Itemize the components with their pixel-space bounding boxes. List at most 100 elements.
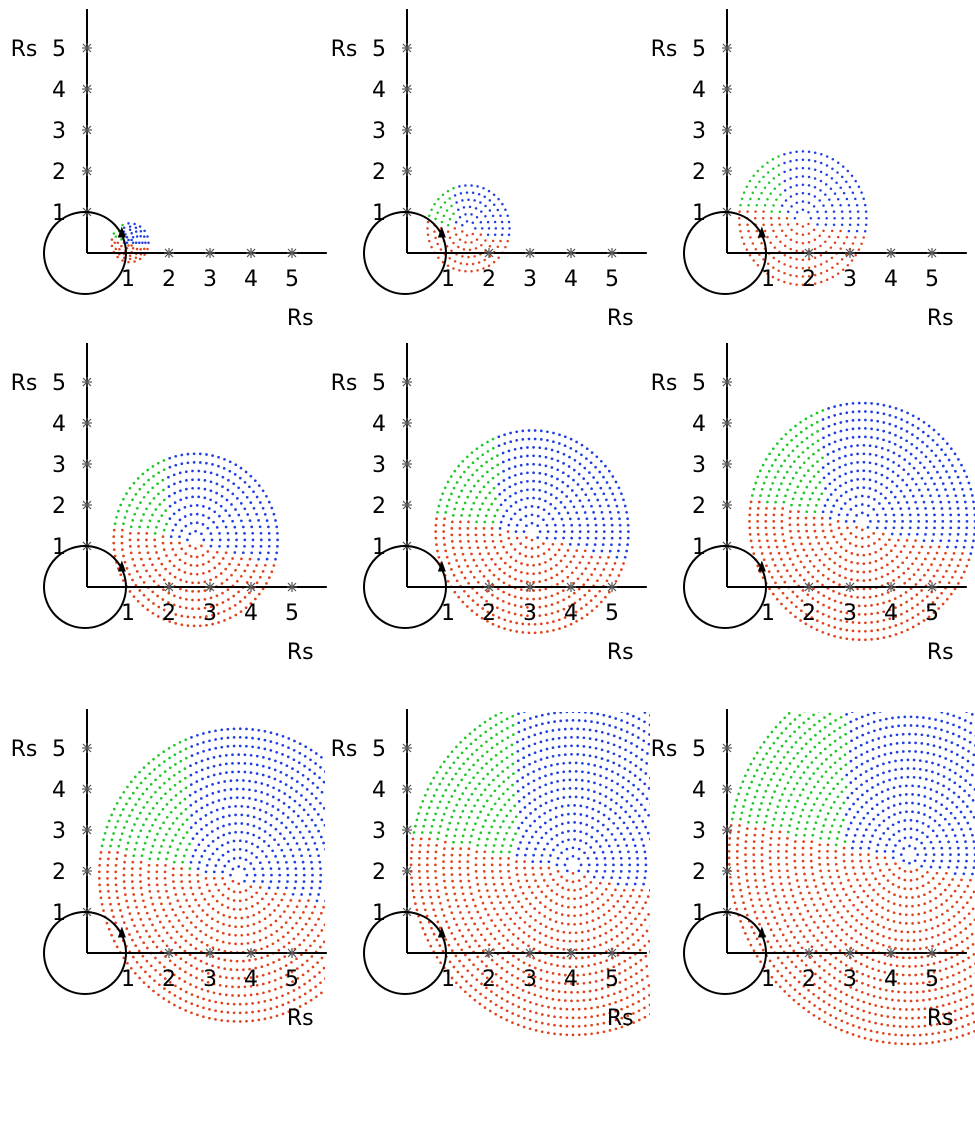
dot — [344, 918, 347, 921]
dot — [295, 967, 299, 970]
dot — [601, 543, 605, 546]
dot — [122, 497, 125, 501]
dot — [128, 797, 132, 800]
dot — [888, 422, 892, 426]
dot — [183, 980, 187, 983]
dot — [211, 622, 214, 626]
dot — [226, 727, 230, 731]
dot — [237, 882, 241, 886]
dot — [910, 597, 914, 600]
dot — [475, 238, 479, 241]
dot — [850, 174, 854, 178]
dot — [591, 807, 595, 811]
dot — [683, 813, 686, 816]
dot — [563, 625, 567, 628]
dot — [598, 934, 602, 938]
dot — [629, 760, 632, 764]
dot — [807, 158, 811, 162]
dot — [277, 948, 281, 952]
dot — [957, 458, 960, 461]
dot — [123, 516, 127, 519]
dot — [956, 533, 960, 536]
dot — [470, 451, 474, 454]
dot — [215, 938, 219, 942]
dot — [269, 998, 273, 1002]
dot — [334, 854, 337, 857]
dot — [453, 469, 457, 473]
dot — [501, 792, 505, 796]
y-tick-label: 5 — [52, 737, 66, 762]
dot — [212, 876, 216, 880]
dot — [223, 797, 227, 801]
dot — [574, 948, 578, 952]
dot — [356, 906, 359, 909]
dot — [930, 476, 933, 480]
dot — [862, 443, 866, 447]
dot — [183, 949, 187, 953]
dot — [868, 461, 872, 465]
dot — [249, 602, 253, 605]
dot — [351, 861, 354, 864]
dot — [777, 155, 780, 158]
dot — [618, 850, 622, 854]
dot — [795, 258, 798, 261]
dot — [186, 452, 190, 456]
dot — [217, 888, 221, 892]
dot — [610, 832, 614, 836]
dot — [363, 835, 366, 838]
dot — [827, 615, 831, 618]
dot — [505, 980, 508, 983]
dot — [911, 625, 915, 629]
x-tick-label: 4 — [244, 967, 258, 992]
dot — [497, 435, 501, 439]
dot — [894, 407, 898, 410]
dot — [521, 737, 525, 741]
dot — [128, 228, 132, 232]
dot — [817, 542, 821, 545]
dot — [113, 522, 117, 526]
dot — [516, 779, 519, 783]
dot — [531, 860, 535, 863]
dot — [551, 989, 555, 992]
dot — [216, 817, 219, 821]
dot — [234, 813, 237, 817]
dot — [771, 447, 775, 451]
dot — [569, 622, 573, 626]
dot — [780, 204, 784, 207]
dot — [637, 939, 640, 942]
dot — [294, 867, 298, 870]
dot — [450, 249, 453, 253]
dot — [189, 826, 193, 829]
dot — [779, 193, 782, 196]
dot — [494, 837, 498, 841]
dot — [601, 517, 605, 521]
dot — [571, 880, 575, 884]
dot — [546, 621, 549, 625]
dot — [326, 935, 329, 938]
dot — [676, 851, 679, 854]
dot — [232, 857, 236, 860]
dot — [813, 151, 817, 154]
dot — [178, 1006, 182, 1010]
dot — [545, 523, 549, 527]
dot — [267, 980, 271, 984]
dot — [122, 790, 126, 794]
dot — [210, 917, 214, 921]
dot — [513, 512, 517, 516]
dot — [459, 192, 463, 195]
dot — [147, 877, 150, 880]
dot — [224, 993, 228, 997]
dot — [331, 842, 334, 845]
dot — [470, 270, 473, 273]
dot — [489, 794, 493, 798]
dot — [839, 494, 843, 498]
dot — [528, 801, 532, 805]
dot — [596, 561, 600, 565]
dot — [759, 545, 762, 549]
dot — [817, 569, 820, 573]
dot — [174, 913, 177, 917]
x-tick-label: 1 — [121, 967, 135, 992]
dot — [559, 559, 563, 563]
dot — [628, 870, 631, 873]
dot — [501, 599, 505, 603]
